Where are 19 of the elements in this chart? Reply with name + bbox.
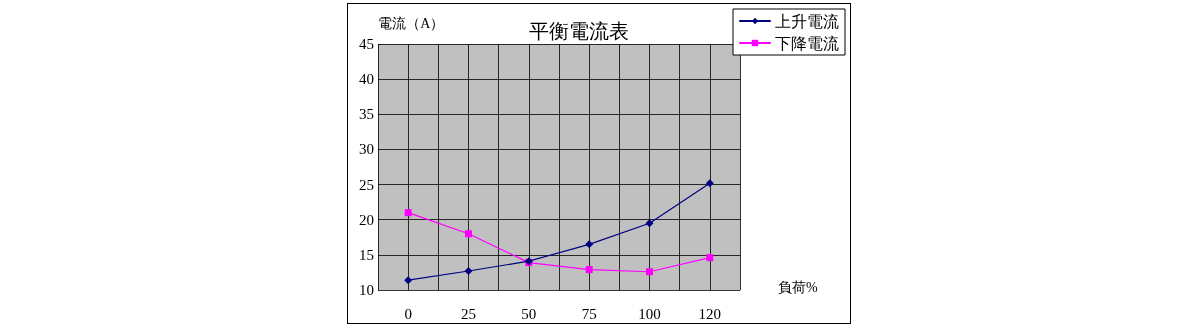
x-tick-label: 100 [638, 305, 661, 322]
x-tick-label: 75 [581, 305, 597, 322]
chart-title: 平衡電流表 [529, 20, 629, 42]
x-tick-label: 0 [404, 305, 412, 322]
y-tick-label: 45 [359, 36, 374, 52]
y-tick-label: 10 [359, 282, 374, 298]
y-tick-label: 15 [359, 246, 374, 263]
y-tick-label: 40 [359, 71, 374, 88]
legend-label: 上升電流 [775, 12, 839, 30]
x-tick-label: 120 [698, 305, 722, 322]
x-tick-label: 50 [521, 305, 537, 322]
x-axis-title: 負荷% [778, 279, 818, 295]
legend-label: 下降電流 [775, 34, 839, 52]
x-tick-label: 25 [461, 305, 476, 322]
y-tick-label: 25 [359, 176, 374, 193]
y-tick-label: 35 [359, 106, 374, 123]
y-axis-title: 電流（A） [378, 15, 445, 31]
y-tick-label: 30 [359, 141, 374, 158]
y-tick-label: 20 [359, 211, 374, 228]
